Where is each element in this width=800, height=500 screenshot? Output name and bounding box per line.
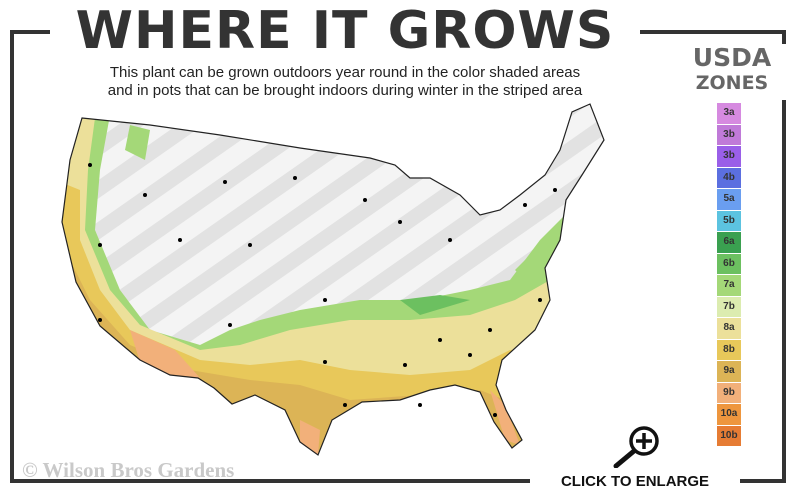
legend-zone-8b: 8b	[717, 339, 741, 360]
legend-zone-10b: 10b	[717, 425, 741, 446]
legend-zone-3a: 3a	[717, 103, 741, 124]
legend-title-line-1: USDA	[692, 43, 772, 72]
legend-zone-3b: 3b	[717, 124, 741, 145]
legend-zone-8a: 8a	[717, 318, 741, 339]
subtitle-line-1: This plant can be grown outdoors year ro…	[109, 64, 581, 81]
legend-zone-7a: 7a	[717, 275, 741, 296]
legend-zone-9b: 9b	[717, 382, 741, 403]
city-markers	[88, 163, 557, 417]
legend-title: USDA ZONES	[676, 44, 788, 100]
legend-zone-3b: 3b	[717, 146, 741, 167]
legend-zone-10a: 10a	[717, 404, 741, 425]
page-title: WHERE IT GROWS	[50, 0, 640, 62]
copyright-watermark: © Wilson Bros Gardens	[22, 458, 235, 482]
legend-zone-5b: 5b	[717, 210, 741, 231]
legend-zone-6b: 6b	[717, 253, 741, 274]
legend-zone-5a: 5a	[717, 189, 741, 210]
click-to-enlarge-button[interactable]: CLICK TO ENLARGE	[530, 468, 740, 500]
zone-legend: 3a 3b 3b 4b 5a 5b 6a 6b 7a 7b 8a 8b 9a 9b 10a 10b	[717, 103, 741, 447]
legend-zone-6a: 6a	[717, 232, 741, 253]
subtitle-line-2: and in pots that can be brought indoors …	[107, 82, 583, 99]
legend-zone-7b: 7b	[717, 296, 741, 317]
legend-title-line-2: ZONES	[695, 72, 769, 94]
legend-zone-4b: 4b	[717, 167, 741, 188]
magnifier-plus-icon[interactable]	[610, 424, 666, 468]
subtitle: This plant can be grown outdoors year ro…	[40, 64, 650, 100]
legend-zone-9a: 9a	[717, 361, 741, 382]
